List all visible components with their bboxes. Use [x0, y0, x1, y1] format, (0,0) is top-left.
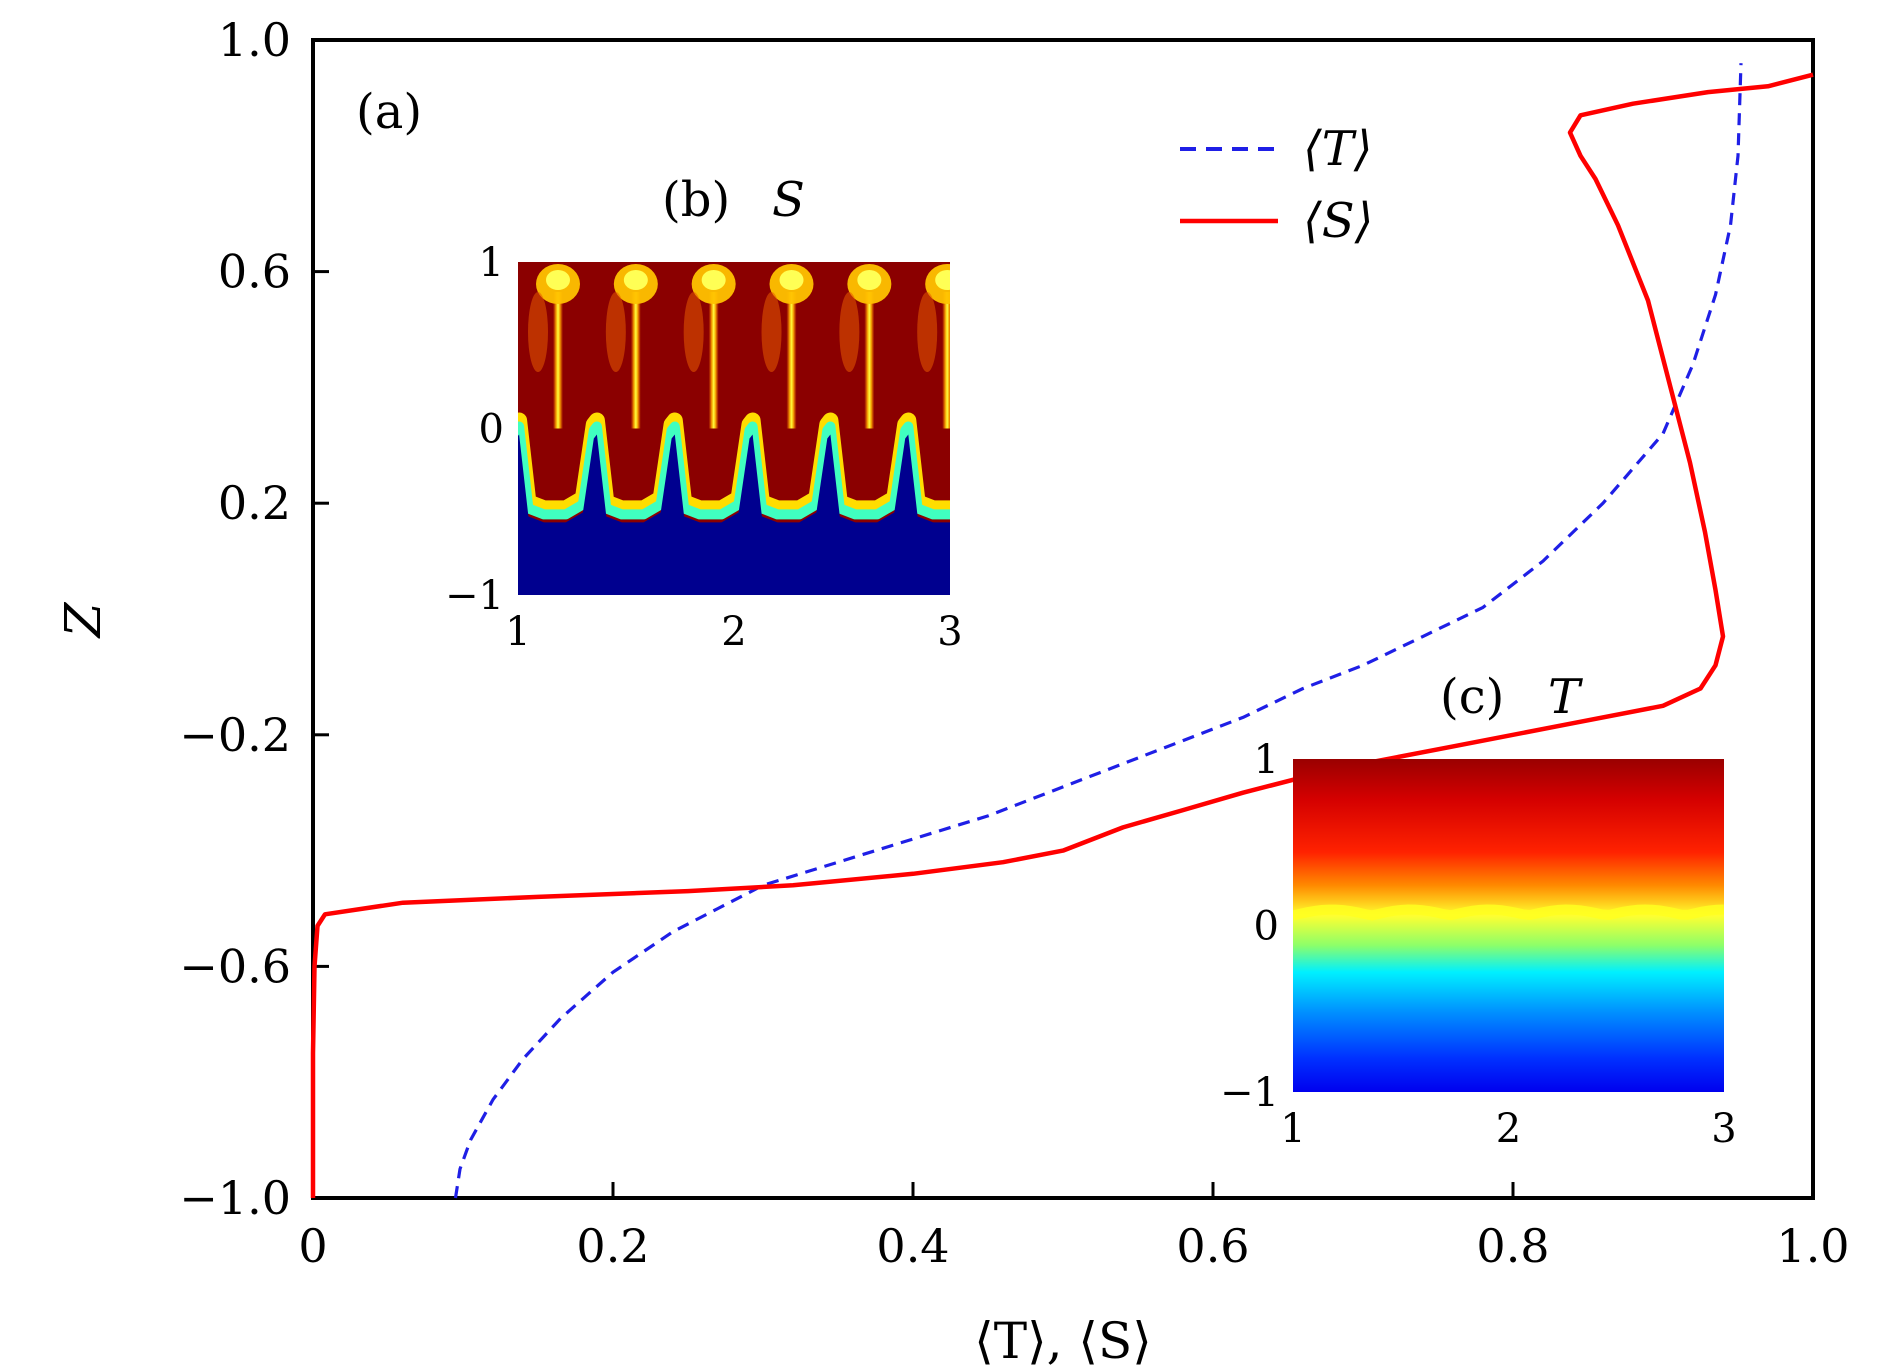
inset-b-plume-fringe [528, 292, 548, 372]
inset-y-tick-label: 1 [479, 240, 504, 286]
inset-y-tick-label: 0 [479, 407, 504, 453]
inset-b-plume-stem [787, 292, 797, 429]
y-tick-label: 0.2 [218, 476, 291, 530]
legend-label-t: ⟨T⟩ [1303, 121, 1372, 177]
inset-b-plume-cap-core [702, 270, 726, 290]
inset-x-tick-label: 3 [1711, 1106, 1736, 1152]
inset-b-plume-cap-core [624, 270, 648, 290]
x-tick-label: 0.8 [1476, 1219, 1549, 1273]
y-axis-ticks: −1.0 −0.6 −0.2 0.2 0.6 1.0 [179, 13, 329, 1225]
inset-b-plume-cap-core [546, 270, 570, 290]
inset-c-background [1293, 759, 1724, 1092]
inset-c-wave-line [1293, 910, 1724, 916]
y-tick-label: 1.0 [218, 13, 291, 67]
inset-x-tick-label: 1 [1280, 1106, 1305, 1152]
inset-b-plume-fringe [839, 292, 859, 372]
inset-b-plume-stem [864, 292, 874, 429]
inset-b: (b) S 1 2 3 1 0 −1 [441, 172, 1061, 655]
inset-b-plume-fringe [606, 292, 626, 372]
x-axis-title: ⟨T⟩, ⟨S⟩ [974, 1312, 1151, 1370]
y-tick-label: −0.6 [179, 939, 291, 993]
inset-c-panel-label: (c) [1440, 669, 1504, 725]
inset-b-plume-stem [942, 292, 952, 429]
inset-b-plume-cap-core [857, 270, 881, 290]
inset-b-plume-stem [553, 292, 563, 429]
inset-b-plume-stem [709, 292, 719, 429]
y-tick-label: −1.0 [179, 1171, 291, 1225]
x-axis-ticks: 0 0.2 0.4 0.6 0.8 1.0 [298, 1182, 1849, 1273]
inset-b-plume-fringe [684, 292, 704, 372]
inset-b-variable: S [772, 172, 805, 228]
y-tick-label: 0.6 [218, 245, 291, 299]
inset-c-waves [1293, 910, 1724, 916]
x-tick-label: 0.6 [1176, 1219, 1249, 1273]
y-tick-label: −0.2 [179, 708, 291, 762]
inset-y-tick-label: −1 [445, 573, 504, 619]
inset-b-plume-cap-core [780, 270, 804, 290]
inset-x-tick-label: 2 [721, 609, 746, 655]
legend-label-s: ⟨S⟩ [1303, 193, 1373, 249]
y-axis-title: Z [54, 601, 112, 639]
inset-b-plume-fringe [762, 292, 782, 372]
inset-x-tick-label: 2 [1496, 1106, 1521, 1152]
x-tick-label: 1.0 [1776, 1219, 1849, 1273]
inset-y-tick-label: 1 [1254, 737, 1279, 783]
inset-b-panel-label: (b) [662, 172, 730, 228]
x-tick-label: 0 [298, 1219, 327, 1273]
inset-x-tick-label: 3 [937, 609, 962, 655]
x-tick-label: 0.4 [876, 1219, 949, 1273]
inset-y-tick-label: 0 [1254, 904, 1279, 950]
inset-c-variable: T [1548, 669, 1583, 725]
inset-y-tick-label: −1 [1220, 1070, 1279, 1116]
figure-root: 0 0.2 0.4 0.6 0.8 1.0 −1.0 −0.6 −0.2 0.2 0.6 1.0 ⟨… [0, 0, 1890, 1371]
inset-b-plume-cap-core [935, 270, 959, 290]
legend: ⟨T⟩ ⟨S⟩ [1180, 121, 1373, 249]
inset-b-plume-fringe [917, 292, 937, 372]
x-tick-label: 0.2 [576, 1219, 649, 1273]
panel-label-a: (a) [356, 84, 422, 140]
inset-b-plume-stem [631, 292, 641, 429]
inset-x-tick-label: 1 [505, 609, 530, 655]
